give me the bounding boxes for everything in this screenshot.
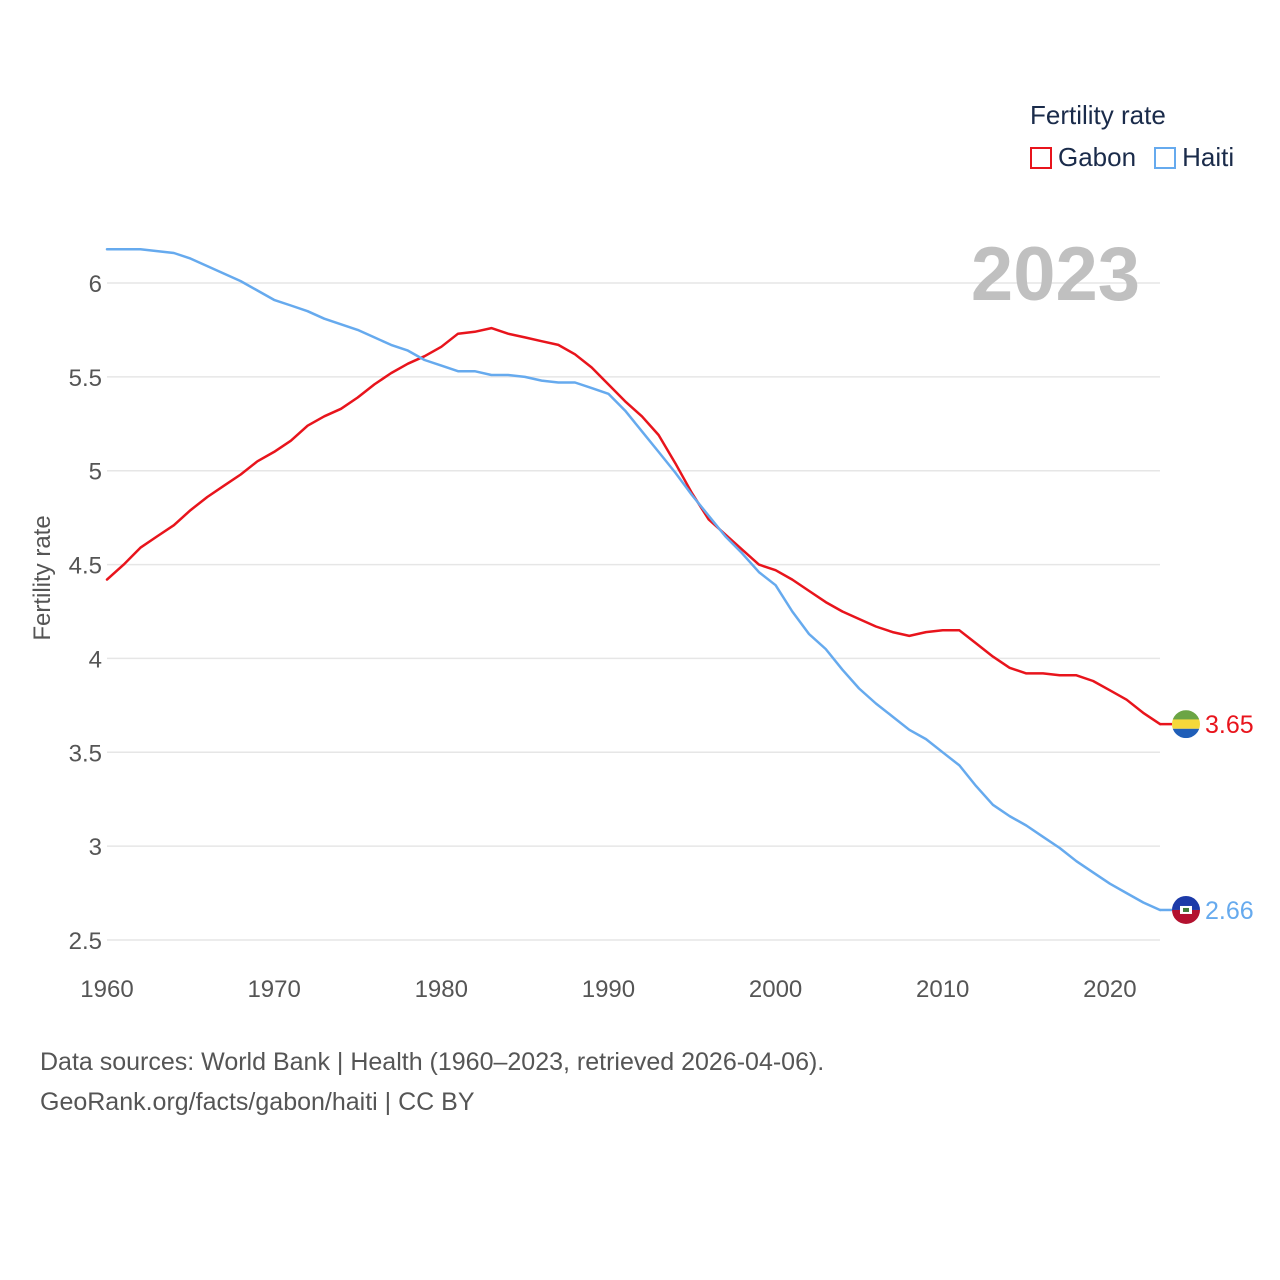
- flag-icon-gabon: [1172, 710, 1200, 739]
- legend: Gabon Haiti: [1030, 142, 1234, 173]
- x-tick-label: 2010: [916, 976, 969, 1003]
- legend-swatch-gabon: [1030, 146, 1052, 169]
- y-tick-label: 3: [89, 834, 102, 861]
- end-value-label-haiti: 2.66: [1205, 897, 1254, 925]
- legend-label-gabon: Gabon: [1058, 142, 1137, 172]
- x-tick-label: 1970: [247, 976, 300, 1003]
- legend-item-haiti[interactable]: Haiti: [1154, 142, 1234, 173]
- y-tick-label: 4.5: [69, 553, 102, 580]
- y-axis-label: Fertility rate: [29, 515, 56, 640]
- x-tick-label: 1980: [415, 976, 468, 1003]
- fertility-line-chart: 2023 2.5 3 3.5 4 4.5 5 5.5 6 1960 1970 1980 1990 200…: [29, 232, 1254, 1003]
- footer-link[interactable]: GeoRank.org/facts/gabon/haiti | CC BY: [40, 1088, 475, 1116]
- x-tick-label: 2000: [749, 976, 802, 1003]
- flag-icon-haiti: [1172, 895, 1200, 924]
- footer: Data sources: World Bank | Health (1960–…: [40, 1042, 824, 1122]
- x-tick-label: 2020: [1083, 976, 1136, 1003]
- y-tick-label: 5: [89, 459, 102, 486]
- y-tick-label: 2.5: [69, 928, 102, 955]
- legend-swatch-haiti: [1154, 146, 1177, 169]
- series-line-haiti[interactable]: [105, 247, 1162, 912]
- y-tick-label: 4: [89, 646, 102, 673]
- x-tick-label: 1990: [582, 976, 635, 1003]
- year-badge: 2023: [971, 232, 1140, 317]
- y-tick-label: 5.5: [69, 365, 102, 392]
- footer-source: Data sources: World Bank | Health (1960–…: [40, 1048, 825, 1076]
- legend-label-haiti: Haiti: [1182, 142, 1235, 172]
- legend-item-gabon[interactable]: Gabon: [1030, 142, 1136, 173]
- legend-title: Fertility rate: [1030, 100, 1166, 130]
- end-value-label-gabon: 3.65: [1205, 711, 1254, 739]
- y-tick-label: 6: [89, 271, 102, 298]
- series-line-gabon[interactable]: [105, 326, 1162, 726]
- x-tick-label: 1960: [80, 976, 133, 1003]
- y-tick-label: 3.5: [69, 740, 102, 767]
